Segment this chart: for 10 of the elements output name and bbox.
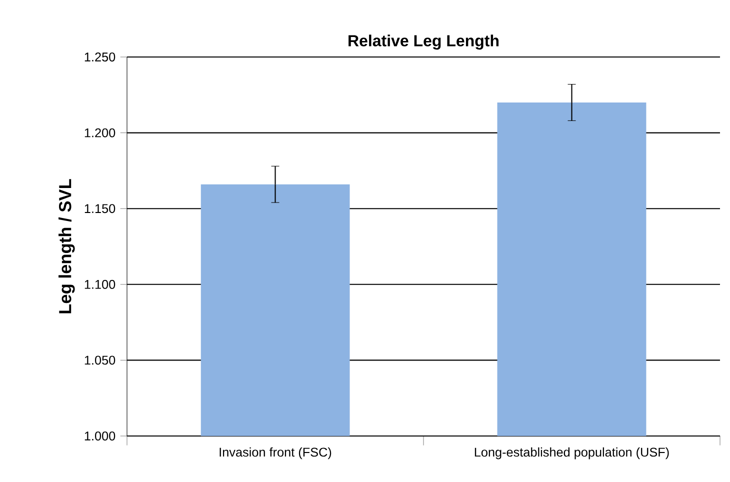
x-tick-label: Long-established population (USF)	[474, 447, 669, 460]
y-tick-label: 1.150	[84, 204, 116, 214]
y-axis-title: Leg length / SVL	[58, 179, 75, 314]
x-tick-label: Invasion front (FSC)	[220, 447, 332, 460]
y-tick-label: 1.100	[84, 280, 116, 289]
y-tick-label: 1.250	[84, 52, 116, 62]
y-tick-label: 1.050	[84, 356, 116, 365]
y-tick-label: 1.200	[84, 128, 116, 138]
y-tick-label: 1.000	[84, 432, 116, 440]
chart-title: Relative Leg Length	[348, 34, 499, 50]
